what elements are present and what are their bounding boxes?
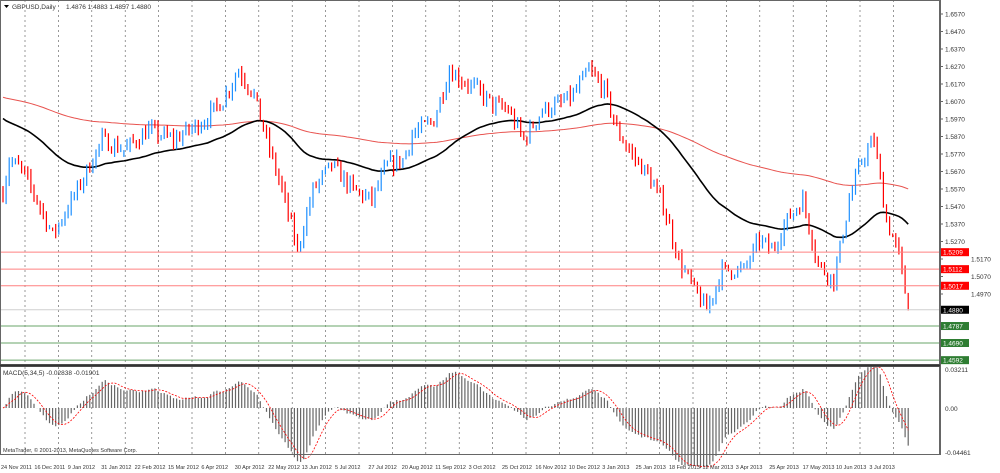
date-tick-label: 25 Oct 2012: [502, 465, 532, 471]
level-badge-label: 1.5209: [943, 250, 963, 257]
level-badge-support: [941, 356, 969, 365]
sma-slow-line: [2, 96, 909, 190]
date-tick-label: 25 Apr 2013: [769, 465, 799, 471]
date-tick-label: 10 Jun 2013: [836, 465, 866, 471]
price-tick-label: 1.5470: [945, 204, 965, 211]
symbol-label: GBPUSD,Daily: [12, 4, 56, 11]
date-tick-label: 22 May 2012: [268, 465, 300, 471]
date-tick-label: 6 Apr 2012: [201, 465, 228, 471]
level-badge-label: 1.4592: [943, 358, 963, 365]
price-tick-label: 1.6370: [945, 47, 965, 54]
date-tick-label: 27 Jul 2012: [368, 465, 396, 471]
price-tick-label: 1.4970: [971, 292, 991, 299]
level-badge-label: 1.5017: [943, 283, 963, 290]
date-tick-label: 24 Nov 2011: [1, 465, 32, 471]
price-tick-label: 1.5370: [945, 222, 965, 229]
date-tick-label: 12 Mar 2013: [702, 465, 733, 471]
collapse-triangle-icon[interactable]: [4, 5, 9, 8]
macd-tick-label: 0.03211: [945, 367, 968, 374]
level-badge-current: [941, 305, 969, 314]
date-tick-label: 5 Jul 2012: [335, 465, 360, 471]
candles: [2, 60, 909, 314]
level-badge-resistance: [941, 281, 969, 290]
moving-averages: [2, 96, 909, 239]
date-tick-label: 10 Dec 2012: [569, 465, 600, 471]
level-badge-support: [941, 339, 969, 347]
price-tick-label: 1.6470: [945, 29, 965, 36]
level-badge-label: 1.5112: [943, 267, 963, 274]
macd-signal-line: [2, 366, 909, 468]
date-tick-label: 31 Jan 2012: [101, 465, 131, 471]
level-badge-label: 1.4787: [943, 324, 963, 331]
date-tick-label: 30 Apr 2012: [235, 465, 265, 471]
date-tick-label: 9 Jan 2012: [68, 465, 95, 471]
macd-tick-label: -0.04461: [945, 450, 971, 457]
chart-header: GBPUSD,Daily 1.4876 1.4883 1.4857 1.4880: [4, 4, 151, 11]
price-tick-label: 1.6270: [945, 64, 965, 71]
date-tick-label: 18 Feb 2013: [669, 465, 700, 471]
date-tick-label: 11 Sep 2012: [435, 465, 466, 471]
date-tick-label: 20 Aug 2012: [402, 465, 433, 471]
price-tick-label: 1.5770: [945, 152, 965, 159]
macd-histogram: [2, 364, 909, 469]
date-tick-label: 16 Nov 2012: [535, 465, 566, 471]
price-tick-label: 1.6170: [945, 82, 965, 89]
price-tick-label: 1.5170: [971, 257, 991, 264]
copyright-label: MetaTrader, © 2001-2013, MetaQuotes Soft…: [3, 447, 138, 454]
date-tick-label: 3 Apr 2013: [736, 465, 763, 471]
price-axis[interactable]: 1.6570 1.6470 1.6370 1.6270 1.6170 1.6070 1.59…: [940, 0, 991, 457]
price-tick-label: 1.5270: [945, 239, 965, 246]
date-tick-label: 3 Jan 2013: [602, 465, 629, 471]
date-tick-label: 17 May 2013: [803, 465, 835, 471]
price-tick-label: 1.5970: [945, 117, 965, 124]
level-badge-support: [941, 322, 969, 331]
macd-tick-label: 0.00: [945, 406, 958, 413]
grid: [24, 0, 894, 454]
time-axis[interactable]: 24 Nov 2011 16 Dec 2011 9 Jan 2012 31 Jan 2…: [1, 465, 895, 471]
macd-label: MACD(5,34,5) -0.02838 -0.01901: [3, 370, 100, 377]
sma-fast-line: [2, 103, 909, 239]
level-badge-label: 1.4690: [943, 341, 963, 348]
price-tick-label: 1.5570: [945, 187, 965, 194]
date-tick-label: 15 Mar 2012: [168, 465, 199, 471]
level-badge-resistance: [941, 248, 969, 257]
price-tick-label: 1.5870: [945, 134, 965, 141]
date-tick-label: 22 Feb 2012: [135, 465, 166, 471]
date-tick-label: 16 Dec 2011: [34, 465, 65, 471]
price-tick-label: 1.6070: [945, 99, 965, 106]
price-tick-label: 1.5670: [945, 169, 965, 176]
price-tick-label: 1.6570: [945, 12, 965, 19]
price-levels: 1.5209 1.5112 1.5017 1.4880 1.4787 1.4690 1.45…: [0, 248, 969, 365]
level-badge-label: 1.4880: [943, 307, 963, 314]
level-badge-resistance: [941, 265, 969, 274]
date-tick-label: 25 Jan 2013: [636, 465, 666, 471]
date-tick-label: 13 Jun 2012: [302, 465, 332, 471]
date-tick-label: 3 Jul 2013: [869, 465, 894, 471]
date-tick-label: 3 Oct 2012: [469, 465, 496, 471]
price-tick-label: 1.5070: [971, 274, 991, 281]
ohlc-label: 1.4876 1.4883 1.4857 1.4880: [66, 4, 151, 11]
